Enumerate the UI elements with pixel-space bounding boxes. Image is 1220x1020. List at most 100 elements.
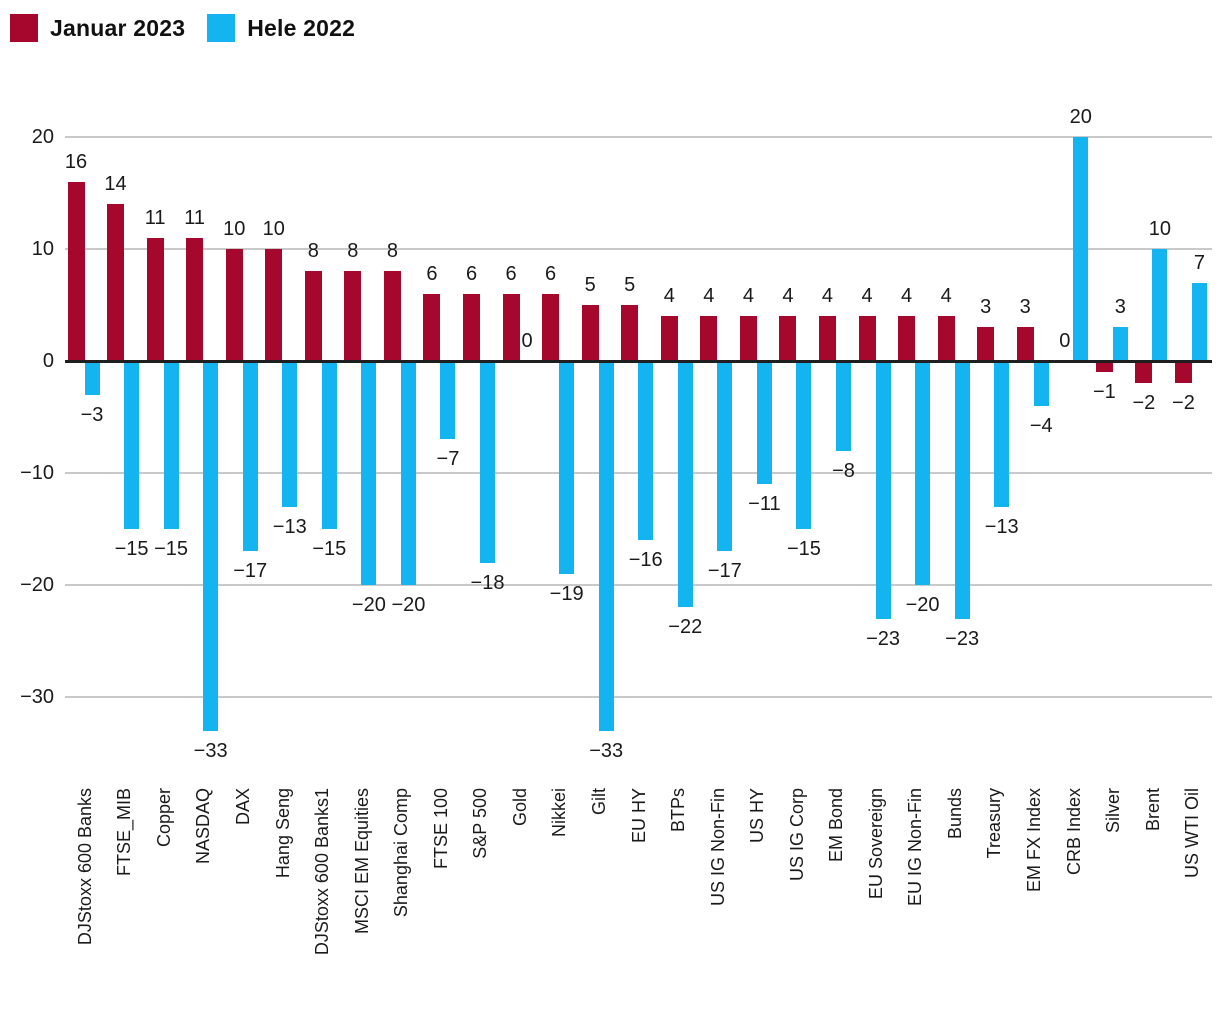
- value-label: 10: [1148, 218, 1172, 240]
- category-label: Gold: [509, 788, 530, 827]
- value-label: −15: [312, 538, 347, 560]
- value-label: −7: [436, 448, 460, 471]
- bar-hele-2022: [717, 361, 733, 552]
- value-label: 6: [426, 262, 438, 285]
- bar-januar-2023: [1016, 327, 1034, 361]
- category-label: Silver: [1103, 788, 1124, 834]
- value-label: −17: [707, 560, 742, 583]
- value-label: 0: [1059, 330, 1071, 352]
- category-label: FTSE_MIB: [114, 788, 135, 877]
- bar-januar-2023: [898, 316, 916, 361]
- value-label: −20: [391, 594, 426, 616]
- category-label: FTSE 100: [430, 788, 451, 870]
- bar-hele-2022: [677, 361, 693, 608]
- value-label: −1: [1092, 381, 1116, 404]
- bar-januar-2023: [186, 237, 204, 361]
- legend-label-hele-2022: Hele 2022: [247, 14, 356, 41]
- legend-label-januar-2023: Januar 2023: [50, 14, 186, 41]
- value-label: −33: [589, 739, 624, 762]
- gridline: [65, 584, 1212, 586]
- category-label: US HY: [747, 788, 768, 844]
- value-label: −19: [549, 582, 584, 605]
- bar-hele-2022: [163, 361, 179, 529]
- bar-hele-2022: [361, 361, 377, 585]
- value-label: 3: [1114, 296, 1126, 319]
- bar-hele-2022: [1033, 361, 1049, 406]
- bar-januar-2023: [858, 316, 876, 361]
- value-label: 3: [1019, 296, 1031, 319]
- value-label: −17: [233, 560, 268, 583]
- bar-hele-2022: [875, 361, 891, 619]
- gridline: [65, 248, 1212, 250]
- category-label: Bunds: [944, 788, 965, 840]
- bar-hele-2022: [915, 361, 931, 585]
- category-label: US IG Non-Fin: [707, 788, 728, 907]
- value-label: 5: [584, 274, 596, 296]
- value-label: 6: [545, 262, 557, 285]
- category-label: Gilt: [588, 788, 609, 815]
- value-label: 20: [1069, 106, 1092, 128]
- value-label: 4: [861, 285, 873, 308]
- bar-januar-2023: [67, 181, 85, 361]
- value-label: −18: [470, 571, 505, 594]
- bar-hele-2022: [598, 361, 614, 731]
- category-label: Brent: [1142, 788, 1163, 832]
- value-label: −23: [945, 627, 980, 650]
- value-label: 6: [505, 262, 517, 285]
- bar-januar-2023: [621, 305, 639, 361]
- bar-hele-2022: [559, 361, 575, 574]
- bar-januar-2023: [581, 305, 599, 361]
- bar-januar-2023: [304, 271, 322, 361]
- bar-januar-2023: [818, 316, 836, 361]
- category-label: DJStoxx 600 Banks: [74, 788, 95, 946]
- bar-januar-2023: [146, 237, 164, 361]
- value-label: 4: [782, 285, 794, 308]
- category-label: EU IG Non-Fin: [905, 788, 926, 907]
- value-label: −2: [1132, 392, 1156, 415]
- value-label: −15: [154, 538, 189, 560]
- gridline: [65, 136, 1212, 138]
- category-label: Treasury: [984, 788, 1005, 859]
- category-label: NASDAQ: [193, 788, 214, 865]
- value-label: 4: [663, 285, 675, 308]
- bar-hele-2022: [1152, 249, 1168, 361]
- y-tick-label: 10: [31, 238, 54, 260]
- category-label: EM FX Index: [1024, 788, 1045, 893]
- bar-januar-2023: [463, 293, 481, 361]
- bar-januar-2023: [1095, 361, 1113, 373]
- value-label: −3: [80, 403, 104, 426]
- bar-hele-2022: [1112, 327, 1128, 361]
- y-tick-label: −30: [20, 686, 54, 708]
- value-label: −15: [786, 538, 821, 560]
- value-label: 8: [386, 240, 398, 263]
- category-label: US WTI Oil: [1182, 788, 1203, 878]
- bar-januar-2023: [779, 316, 797, 361]
- bar-hele-2022: [1073, 137, 1089, 361]
- value-label: 5: [624, 274, 636, 296]
- bar-januar-2023: [542, 293, 560, 361]
- value-label: 4: [901, 285, 913, 308]
- bar-hele-2022: [440, 361, 456, 440]
- gridline: [65, 696, 1212, 698]
- bar-hele-2022: [796, 361, 812, 529]
- value-label: 4: [940, 285, 952, 308]
- value-label: −15: [114, 538, 149, 560]
- value-label: 3: [980, 296, 992, 319]
- bar-januar-2023: [265, 249, 283, 361]
- bar-januar-2023: [107, 204, 125, 361]
- value-label: 11: [144, 206, 166, 229]
- value-label: 8: [307, 240, 319, 263]
- category-label: EU Sovereign: [865, 788, 886, 900]
- bar-hele-2022: [242, 361, 258, 552]
- bar-hele-2022: [1191, 282, 1207, 361]
- bar-hele-2022: [994, 361, 1010, 507]
- value-label: −20: [905, 594, 940, 616]
- value-label: 8: [347, 240, 359, 263]
- category-label: EM Bond: [826, 788, 847, 863]
- legend: Januar 2023 Hele 2022: [10, 14, 355, 42]
- y-tick-label: 20: [31, 126, 54, 148]
- bar-hele-2022: [321, 361, 337, 529]
- value-label: −4: [1029, 414, 1053, 437]
- bar-januar-2023: [660, 316, 678, 361]
